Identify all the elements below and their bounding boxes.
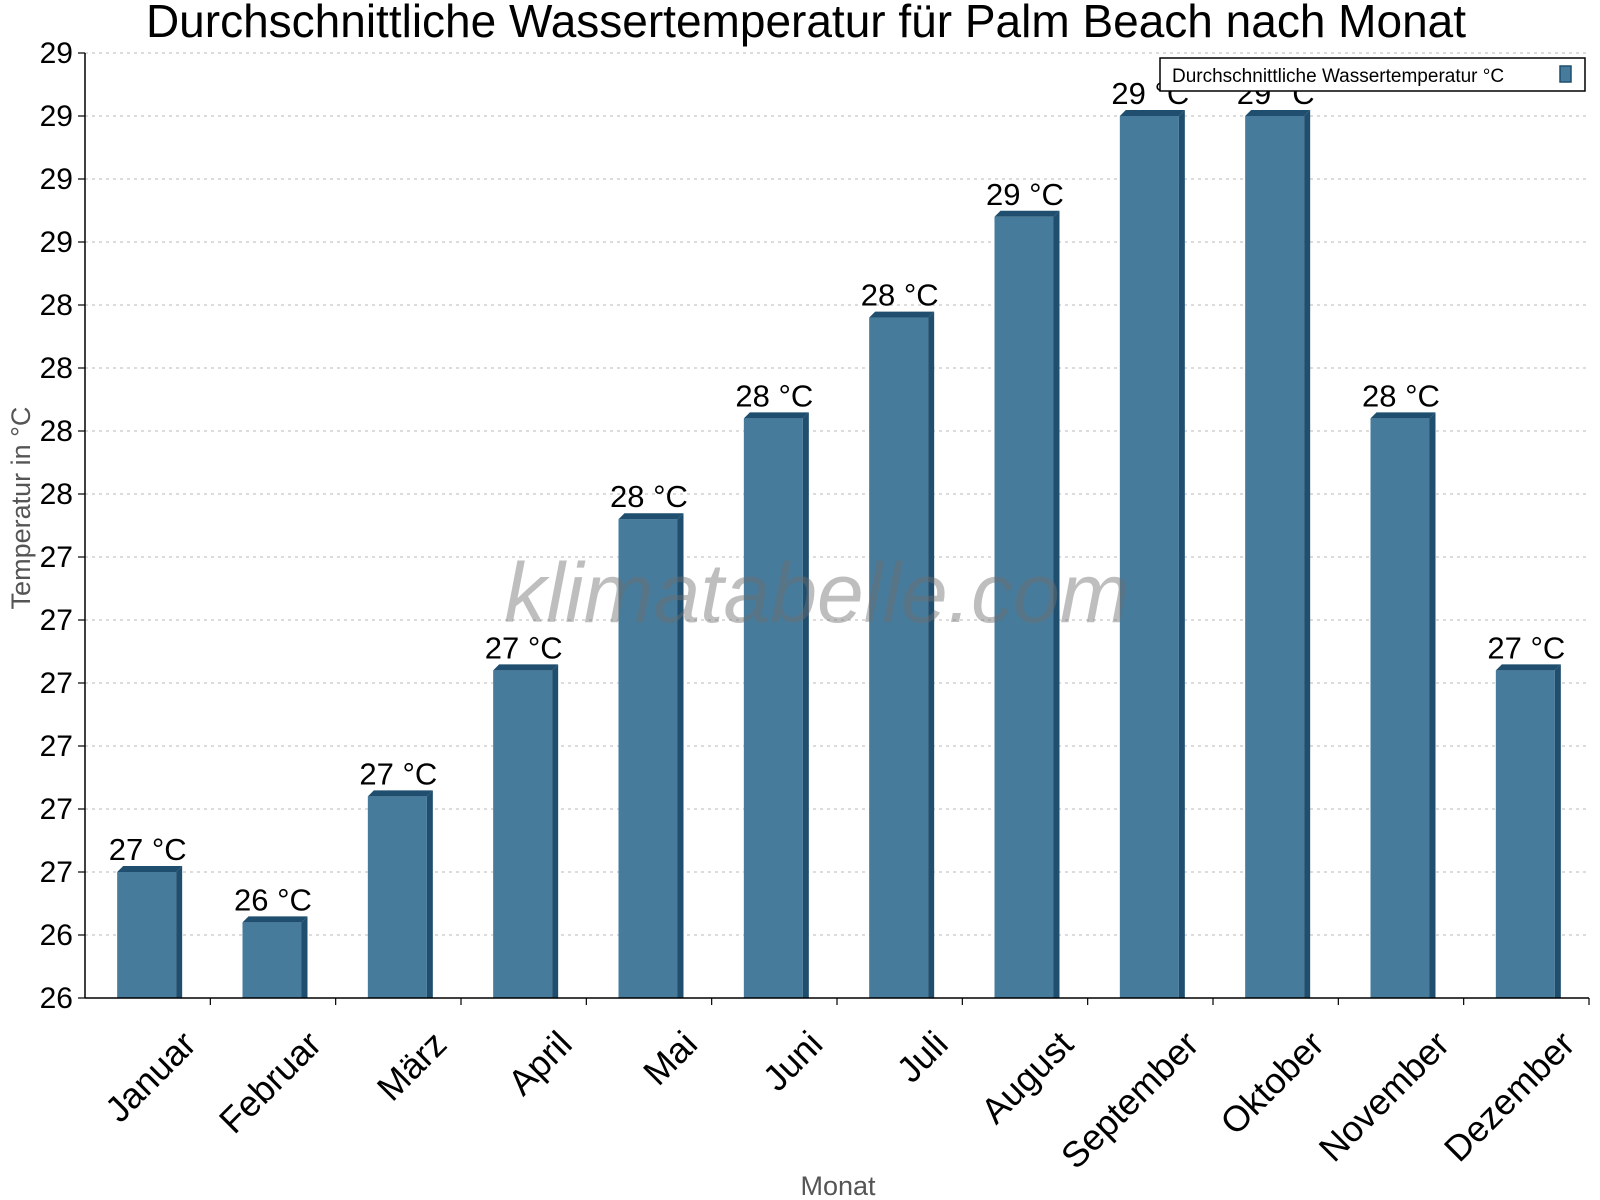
data-label: 27 °C [485,630,563,665]
bar [994,216,1054,999]
x-tick-label: November [1311,1023,1457,1169]
grid-lines [85,52,1589,936]
data-label: 29 °C [986,177,1064,212]
data-label: 26 °C [234,882,312,917]
bar-top [743,412,809,419]
bar-side [301,916,308,998]
bar-top [1370,412,1436,419]
bar-side [426,790,433,998]
bar-side [1429,412,1436,998]
x-tick-label: Oktober [1212,1023,1332,1143]
x-tick-label: Februar [211,1023,329,1141]
x-axis-label: Monat [800,1171,876,1200]
y-tick-label: 27 [40,667,73,700]
x-tick-label: September [1053,1023,1207,1177]
y-tick-label: 27 [40,541,73,574]
x-tick-label: Juli [888,1023,955,1090]
bar-top [994,210,1060,217]
bar [117,872,177,998]
bar-top [618,513,684,520]
bar [1370,418,1430,998]
y-tick-label: 28 [40,478,73,511]
bar [618,519,678,998]
x-tick-label: Dezember [1436,1023,1582,1169]
y-tick-label: 26 [40,919,73,952]
bar [493,670,553,998]
axes [84,53,1589,999]
x-tick-label: Mai [635,1023,705,1093]
data-label: 28 °C [735,378,813,413]
x-tick-label: Januar [97,1023,204,1130]
data-labels: 27 °C 26 °C 27 °C 27 °C 28 °C 28 °C 28 °C 29 °C… [109,76,1566,917]
bar-top [1245,110,1311,116]
data-label: 28 °C [1362,378,1440,413]
y-tick-label: 29 [40,100,73,133]
y-tick-label: 28 [40,289,73,322]
y-tick-label: 29 [40,163,73,196]
bar [367,796,427,998]
bar-side [928,311,935,999]
data-label: 27 °C [1487,630,1565,665]
data-label: 27 °C [109,832,187,867]
bar [869,317,929,999]
chart-title: Durchschnittliche Wassertemperatur für P… [146,0,1466,47]
bar-top [869,311,935,318]
bar-top [1495,664,1561,671]
bar-side [1304,110,1311,998]
bars [117,110,1561,999]
bar-side [552,664,559,998]
legend-box [1159,57,1586,92]
legend-label: Durchschnittliche Wassertemperatur °C [1172,66,1504,87]
y-axis-label: Temperatur in °C [6,407,36,610]
bar [743,418,803,998]
x-tick-label: August [973,1023,1081,1131]
x-tick-label: März [369,1023,455,1109]
y-tick-label: 27 [40,730,73,763]
data-label: 28 °C [610,479,688,514]
bar-side [1053,210,1060,999]
bar-top [493,664,559,671]
bar-top [1119,110,1185,116]
bar-side [176,866,183,998]
y-tick-label: 28 [40,352,73,385]
bar-top [117,866,183,872]
y-axis-ticks: 26 26 27 27 27 27 27 27 28 28 28 28 29 29 29 29 [40,37,85,1015]
x-axis-ticks: Januar Februar März April Mai Juni Juli AugustS… [97,998,1590,1177]
bar [1495,670,1555,998]
data-label: 27 °C [359,756,437,791]
y-tick-label: 26 [40,982,73,1015]
watermark: klimatabelle.com [504,546,1130,640]
bar-top [242,916,308,923]
data-label: 28 °C [861,278,939,313]
y-tick-label: 29 [40,226,73,259]
bar-top [367,790,433,797]
bar-side [1178,110,1185,998]
y-tick-label: 27 [40,793,73,826]
bar-side [802,412,809,998]
bar [1245,116,1305,998]
x-tick-label: Juni [755,1023,831,1099]
bar [1119,116,1179,998]
y-tick-label: 27 [40,856,73,889]
x-tick-label: April [500,1023,580,1103]
y-tick-label: 27 [40,604,73,637]
bar-side [677,513,684,998]
y-tick-label: 28 [40,415,73,448]
bar-side [1554,664,1561,998]
bar [242,922,302,998]
legend: Durchschnittliche Wassertemperatur °C [1159,57,1586,92]
y-tick-label: 29 [40,37,73,70]
legend-swatch [1559,65,1572,83]
